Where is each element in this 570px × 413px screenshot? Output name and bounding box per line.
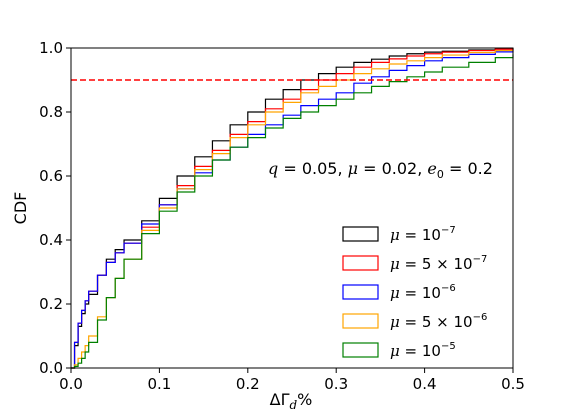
annotation-part: q xyxy=(268,159,278,178)
parameter-annotation: q = 0.05, μ = 0.02, e0 = 0.2 xyxy=(268,159,493,181)
x-tick-label: 0.1 xyxy=(147,375,171,393)
x-tick-label: 0.2 xyxy=(236,375,260,393)
legend-label-4: μ = 10−5 xyxy=(390,341,456,360)
y-tick-label: 1.0 xyxy=(39,39,63,57)
x-tick-label: 0.0 xyxy=(59,375,83,393)
annotation-part: = 0.05, xyxy=(278,159,347,178)
x-axis-label: ΔΓd% xyxy=(270,390,313,412)
series-line-3 xyxy=(71,49,514,369)
legend-swatch-4 xyxy=(342,342,379,358)
plot-frame xyxy=(70,47,514,369)
legend-swatch-3 xyxy=(342,313,379,329)
y-axis-label: CDF xyxy=(11,192,30,225)
legend-label-2: μ = 10−6 xyxy=(390,283,456,302)
legend-label-3: μ = 5 × 10−6 xyxy=(390,312,487,331)
annotation-part: 0 xyxy=(437,168,444,181)
x-tick-label: 0.5 xyxy=(501,375,525,393)
x-tick-label: 0.3 xyxy=(324,375,348,393)
annotation-part: μ xyxy=(348,159,358,178)
x-label-main: ΔΓ xyxy=(270,390,290,409)
annotation-part: = 0.2 xyxy=(444,159,493,178)
series-line-4 xyxy=(71,54,514,369)
y-tick-label: 0.8 xyxy=(39,103,63,121)
legend-label-1: μ = 5 × 10−7 xyxy=(390,254,487,273)
y-tick-label: 0.2 xyxy=(39,295,63,313)
annotation-part: e xyxy=(427,159,436,178)
legend-swatch-2 xyxy=(342,284,379,300)
legend-label-0: μ = 10−7 xyxy=(390,225,456,244)
x-tick-label: 0.4 xyxy=(413,375,437,393)
legend: μ = 10−7 μ = 5 × 10−7 μ = 10−6 μ = 5 × 10−6… xyxy=(342,225,487,360)
x-label-suffix: % xyxy=(297,390,312,409)
y-tick-label: 0.4 xyxy=(39,231,63,249)
annotation-part: = 0.02, xyxy=(358,159,427,178)
series-layer xyxy=(71,48,514,369)
legend-swatch-1 xyxy=(342,255,379,271)
x-label-subscript: d xyxy=(289,398,297,412)
ticks-layer: 0.0 0.1 0.2 0.3 0.4 0.5 0.0 0.2 0.4 0.6 0.8 1.0 xyxy=(39,39,525,393)
y-tick-label: 0.0 xyxy=(39,359,63,377)
y-tick-label: 0.6 xyxy=(39,167,63,185)
legend-swatch-0 xyxy=(342,226,379,242)
